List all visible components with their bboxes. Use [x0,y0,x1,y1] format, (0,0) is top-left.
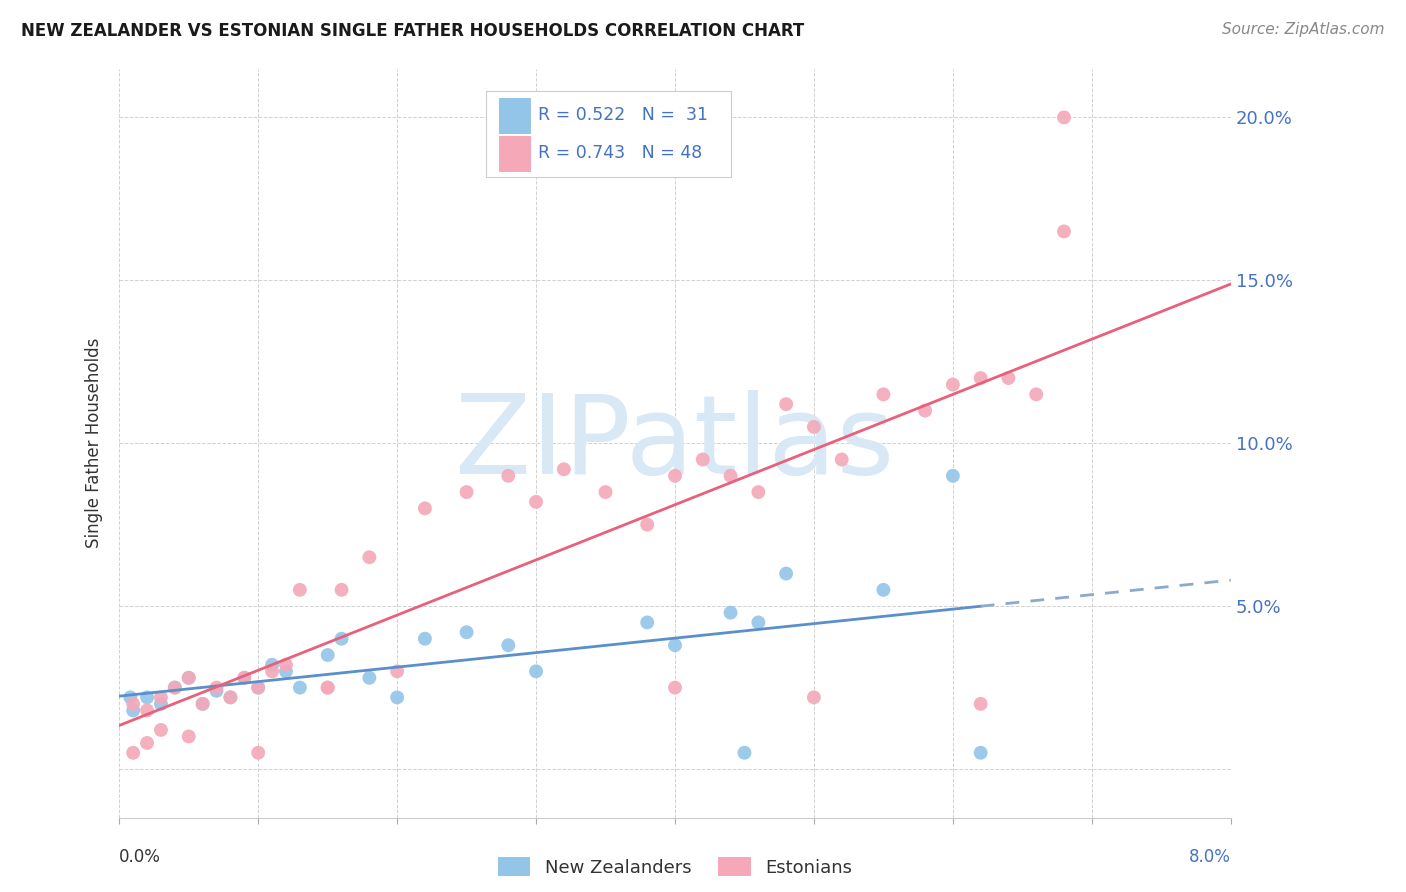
Point [288,681,311,695]
Point [205,681,228,695]
Point [969,746,991,760]
Point [177,671,200,685]
Point [177,671,200,685]
Text: Source: ZipAtlas.com: Source: ZipAtlas.com [1222,22,1385,37]
Point [872,387,894,401]
Point [247,681,270,695]
Point [359,550,381,565]
Point [274,657,297,672]
Point [274,665,297,679]
Point [914,403,936,417]
Point [942,377,965,392]
Point [1053,111,1076,125]
Point [498,468,520,483]
Point [872,582,894,597]
Point [262,665,284,679]
Text: 0.0%: 0.0% [120,848,162,866]
Point [262,657,284,672]
Point [120,690,142,705]
Point [692,452,714,467]
Point [122,697,145,711]
Point [233,671,256,685]
Y-axis label: Single Father Households: Single Father Households [86,338,103,549]
Point [456,625,478,640]
Point [456,485,478,500]
Point [205,683,228,698]
Point [664,638,686,652]
Point [803,690,825,705]
Point [149,697,172,711]
Point [136,690,159,705]
Point [775,397,797,411]
Point [969,697,991,711]
Point [553,462,575,476]
Point [316,648,339,662]
Point [385,690,408,705]
Point [664,681,686,695]
Point [720,468,742,483]
Point [219,690,242,705]
Point [747,615,769,630]
Text: NEW ZEALANDER VS ESTONIAN SINGLE FATHER HOUSEHOLDS CORRELATION CHART: NEW ZEALANDER VS ESTONIAN SINGLE FATHER … [21,22,804,40]
Point [413,501,436,516]
Point [385,665,408,679]
Point [803,420,825,434]
Point [595,485,617,500]
Text: R = 0.522   N =  31: R = 0.522 N = 31 [538,106,709,124]
Point [733,746,755,760]
Point [149,723,172,737]
Point [359,671,381,685]
Point [330,582,353,597]
Point [136,736,159,750]
Point [831,452,853,467]
Point [136,703,159,717]
Point [330,632,353,646]
Point [720,606,742,620]
FancyBboxPatch shape [499,98,530,134]
Point [1025,387,1047,401]
Point [664,468,686,483]
Point [524,665,547,679]
Point [191,697,214,711]
Point [177,730,200,744]
Text: 8.0%: 8.0% [1189,848,1230,866]
Point [997,371,1019,385]
Point [747,485,769,500]
Text: ZIPatlas: ZIPatlas [456,390,894,497]
Point [163,681,186,695]
Point [122,746,145,760]
Point [1053,224,1076,238]
Point [524,495,547,509]
Point [942,468,965,483]
Point [413,632,436,646]
Point [288,582,311,597]
Legend: New Zealanders, Estonians: New Zealanders, Estonians [491,850,859,884]
FancyBboxPatch shape [499,136,530,172]
Point [247,746,270,760]
Point [636,517,658,532]
FancyBboxPatch shape [486,91,731,178]
Point [969,371,991,385]
Point [775,566,797,581]
Point [316,681,339,695]
Point [498,638,520,652]
Point [122,703,145,717]
Point [636,615,658,630]
Text: R = 0.743   N = 48: R = 0.743 N = 48 [538,144,703,162]
Point [316,681,339,695]
Point [149,690,172,705]
Point [247,681,270,695]
Point [233,671,256,685]
Point [163,681,186,695]
Point [191,697,214,711]
Point [219,690,242,705]
